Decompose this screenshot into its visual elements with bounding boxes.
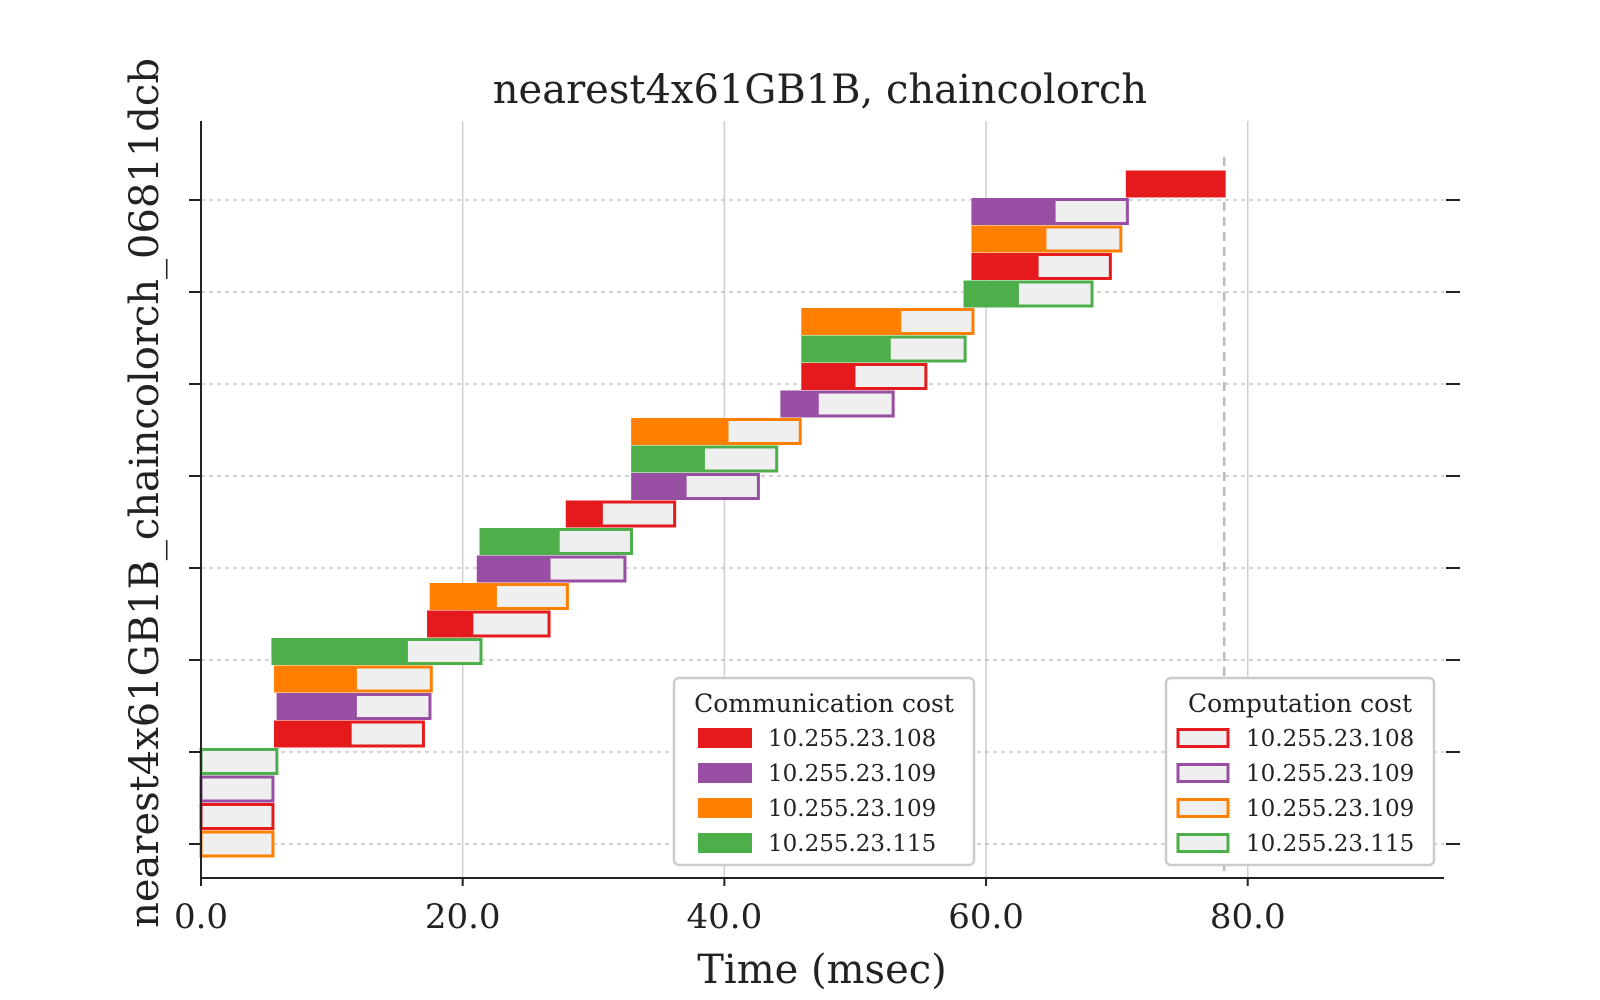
computation-bar	[199, 748, 279, 775]
legend-title: Computation cost	[1188, 689, 1412, 718]
task-13	[565, 500, 677, 528]
communication-bar	[631, 418, 729, 445]
task-10	[429, 583, 569, 610]
communication-bar	[971, 225, 1047, 253]
y-axis-label: nearest4x61GB1B_chaincolorch_06811dcb	[122, 58, 168, 928]
task-23	[971, 225, 1123, 253]
task-16	[631, 418, 802, 445]
legend-label: 10.255.23.109	[1246, 796, 1414, 822]
legend-label: 10.255.23.115	[1246, 831, 1414, 857]
task-11	[476, 555, 627, 583]
computation-bar	[199, 803, 275, 830]
legends: Communication cost 10.255.23.108 10.255.23…	[672, 676, 1436, 867]
communication-bar	[971, 198, 1056, 225]
communication-bar	[429, 583, 497, 610]
task-19	[801, 335, 967, 363]
task-7	[274, 665, 433, 693]
x-tick-label: 60.0	[948, 897, 1024, 937]
legend-swatch	[698, 798, 752, 818]
task-5	[274, 720, 425, 748]
legend-title: Communication cost	[694, 689, 954, 718]
legend-swatch	[698, 728, 752, 748]
communication-bar	[276, 693, 357, 720]
task-8	[271, 638, 483, 665]
x-tick-label: 20.0	[425, 897, 501, 937]
x-tick-label: 0.0	[174, 897, 228, 937]
legend-label: 10.255.23.109	[768, 761, 936, 787]
task-15	[631, 445, 779, 473]
communication-bar	[274, 665, 357, 693]
task-24	[971, 198, 1129, 225]
task-6	[276, 693, 432, 720]
communication-bar	[274, 720, 352, 748]
communication-bar	[780, 390, 819, 418]
legend-label: 10.255.23.108	[768, 726, 936, 752]
legend-frame	[672, 676, 976, 867]
axes: 0.0 20.0 40.0 60.0 80.0	[174, 121, 1460, 937]
communication-bar	[1125, 170, 1226, 198]
legend-communication: Communication cost 10.255.23.108 10.255.23…	[672, 676, 976, 867]
communication-bar	[801, 335, 891, 363]
chart-title: nearest4x61GB1B, chaincolorch	[493, 67, 1147, 113]
computation-bar	[199, 830, 275, 858]
task-2	[199, 803, 275, 830]
legend-frame	[1164, 676, 1436, 867]
legend-swatch	[1176, 833, 1230, 853]
communication-bar	[801, 308, 902, 335]
legend-label: 10.255.23.109	[768, 796, 936, 822]
legend-swatch	[1176, 763, 1230, 783]
legend-label: 10.255.23.115	[768, 831, 936, 857]
legend-computation: Computation cost 10.255.23.108 10.255.23.1…	[1164, 676, 1436, 867]
legend-label: 10.255.23.109	[1246, 761, 1414, 787]
communication-bar	[971, 253, 1039, 280]
communication-bar	[631, 445, 705, 473]
task-17	[780, 390, 895, 418]
task-3	[199, 775, 275, 803]
communication-bar	[476, 555, 551, 583]
task-21	[963, 280, 1094, 308]
computation-bar	[199, 775, 275, 803]
task-20	[801, 308, 975, 335]
x-axis-label: Time (msec)	[697, 947, 947, 993]
x-tick-label: 40.0	[687, 897, 763, 937]
legend-swatch	[1176, 798, 1230, 818]
communication-bar	[479, 528, 560, 555]
communication-bar	[427, 610, 474, 638]
communication-bar	[801, 363, 856, 390]
legend-swatch	[698, 833, 752, 853]
task-bars	[199, 170, 1226, 858]
communication-bar	[565, 500, 603, 528]
task-12	[479, 528, 633, 555]
task-1	[199, 830, 275, 858]
task-25	[1125, 170, 1226, 198]
task-14	[631, 473, 760, 500]
x-tick-label: 80.0	[1210, 897, 1286, 937]
legend-label: 10.255.23.108	[1246, 726, 1414, 752]
task-4	[199, 748, 279, 775]
communication-bar	[631, 473, 687, 500]
task-22	[971, 253, 1112, 280]
legend-swatch	[698, 763, 752, 783]
communication-bar	[271, 638, 408, 665]
legend-swatch	[1176, 728, 1230, 748]
communication-bar	[963, 280, 1019, 308]
task-9	[427, 610, 551, 638]
task-18	[801, 363, 928, 390]
